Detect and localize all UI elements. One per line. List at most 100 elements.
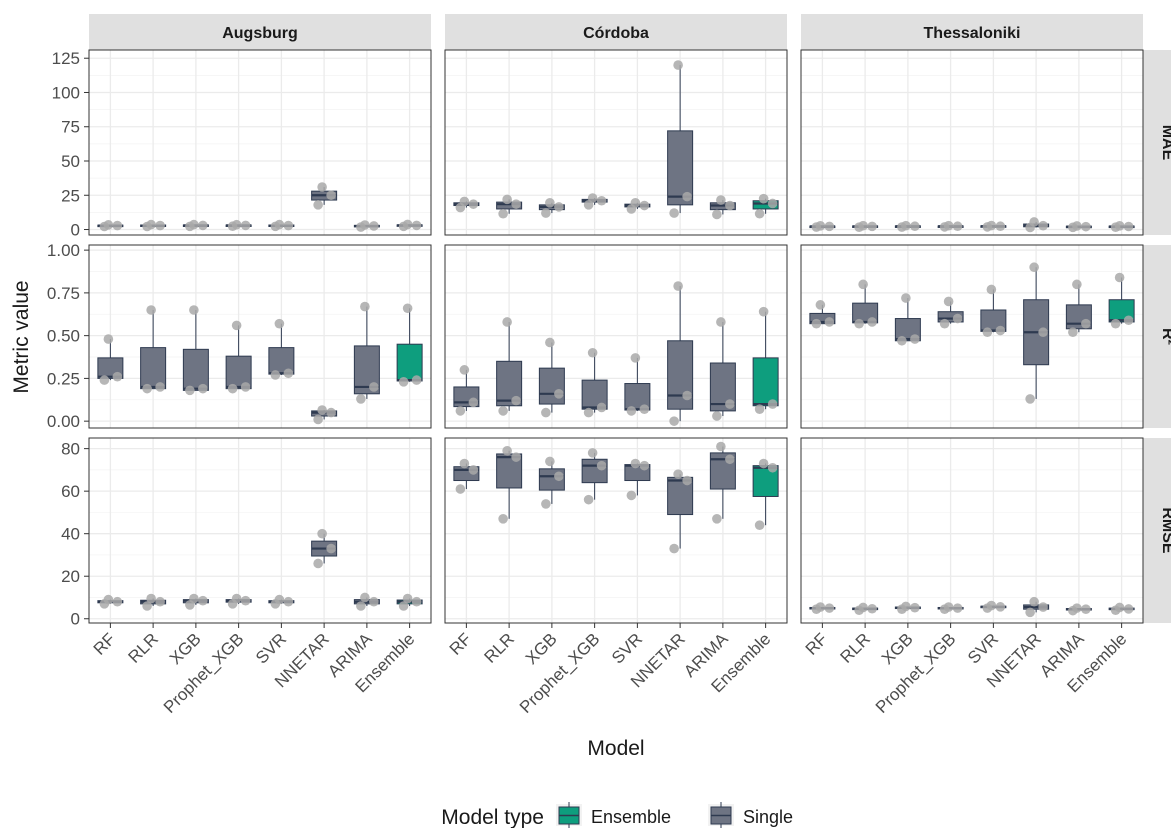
data-point bbox=[725, 454, 735, 465]
data-point bbox=[369, 382, 379, 392]
data-point bbox=[468, 199, 479, 209]
data-point bbox=[811, 318, 822, 329]
y-tick-label: 0 bbox=[71, 610, 80, 629]
data-point bbox=[502, 194, 512, 205]
panel-border bbox=[444, 244, 788, 429]
data-point bbox=[511, 452, 521, 462]
data-point bbox=[270, 370, 281, 380]
data-point bbox=[1029, 262, 1039, 273]
facet-row-label: RMSE bbox=[1159, 507, 1171, 554]
data-point bbox=[541, 499, 551, 509]
data-point bbox=[142, 383, 152, 394]
data-point bbox=[283, 368, 294, 379]
data-point bbox=[402, 593, 413, 604]
data-point bbox=[1029, 596, 1039, 607]
box-RF bbox=[809, 312, 836, 325]
x-tick-label: SVR bbox=[608, 629, 646, 667]
data-point bbox=[1123, 315, 1134, 326]
data-point bbox=[231, 320, 242, 331]
data-point bbox=[231, 219, 242, 230]
data-point bbox=[626, 406, 637, 416]
x-tick-label: RF bbox=[90, 629, 119, 658]
box-Prophet_XGB bbox=[225, 355, 252, 390]
x-tick-label: XGB bbox=[166, 629, 205, 668]
data-point bbox=[716, 441, 726, 452]
data-point bbox=[189, 593, 199, 604]
data-point bbox=[146, 219, 156, 230]
panel-border bbox=[800, 437, 1144, 624]
data-point bbox=[943, 220, 954, 231]
data-point bbox=[356, 394, 366, 404]
y-tick-label: 0.00 bbox=[47, 412, 80, 431]
data-point bbox=[369, 221, 379, 231]
panel-border bbox=[800, 244, 1144, 429]
data-point bbox=[583, 407, 594, 418]
data-point bbox=[198, 220, 208, 231]
data-point bbox=[155, 382, 165, 392]
data-point bbox=[754, 520, 765, 530]
data-point bbox=[498, 514, 508, 524]
data-point bbox=[360, 301, 370, 312]
data-point bbox=[952, 313, 963, 324]
facet-row-label: R² bbox=[1159, 328, 1171, 345]
y-tick-label: 20 bbox=[61, 567, 80, 586]
data-point bbox=[815, 221, 826, 231]
box-RLR bbox=[140, 347, 167, 390]
data-point bbox=[682, 191, 692, 202]
data-point bbox=[943, 296, 954, 307]
data-point bbox=[411, 220, 422, 231]
data-point bbox=[468, 397, 479, 408]
x-tick-label: SVR bbox=[252, 629, 290, 667]
data-point bbox=[554, 471, 564, 482]
data-point bbox=[227, 383, 238, 394]
box-Ensemble bbox=[396, 343, 423, 382]
y-tick-label: 60 bbox=[61, 482, 80, 501]
y-tick-label: 25 bbox=[61, 186, 80, 205]
data-point bbox=[317, 182, 327, 192]
data-point bbox=[995, 602, 1006, 612]
data-point bbox=[758, 306, 769, 317]
data-point bbox=[541, 208, 551, 218]
x-tick-label: XGB bbox=[522, 629, 561, 668]
data-point bbox=[673, 60, 683, 70]
legend-label: Single bbox=[743, 807, 793, 827]
data-point bbox=[198, 383, 208, 394]
data-point bbox=[952, 603, 963, 613]
data-point bbox=[716, 195, 726, 205]
data-point bbox=[459, 365, 470, 375]
data-point bbox=[669, 416, 679, 426]
data-point bbox=[1081, 221, 1091, 232]
data-point bbox=[867, 221, 877, 232]
y-tick-label: 40 bbox=[61, 525, 80, 544]
data-point bbox=[1025, 607, 1035, 618]
x-tick-label: SVR bbox=[964, 629, 1002, 667]
data-point bbox=[758, 458, 769, 469]
x-axis-title: Model bbox=[587, 737, 644, 760]
data-point bbox=[402, 219, 413, 230]
facet-column-label: Augsburg bbox=[222, 25, 298, 42]
box-Ensemble bbox=[752, 357, 779, 407]
data-point bbox=[1072, 603, 1082, 613]
panel-background bbox=[89, 438, 431, 623]
data-point bbox=[815, 602, 826, 612]
x-tick-label: RF bbox=[802, 629, 831, 658]
data-point bbox=[498, 406, 508, 416]
data-point bbox=[901, 220, 911, 231]
data-point bbox=[498, 208, 508, 219]
data-point bbox=[910, 334, 920, 344]
data-point bbox=[630, 353, 641, 363]
y-axis-title: Metric value bbox=[10, 280, 33, 393]
legend-label: Ensemble bbox=[591, 807, 671, 827]
data-point bbox=[317, 528, 327, 539]
data-point bbox=[541, 407, 551, 418]
x-tick-label: RLR bbox=[124, 629, 161, 666]
data-point bbox=[815, 300, 826, 310]
data-point bbox=[758, 193, 769, 204]
data-point bbox=[99, 375, 110, 385]
y-tick-label: 125 bbox=[52, 49, 80, 68]
y-tick-label: 50 bbox=[61, 152, 80, 171]
data-point bbox=[669, 543, 679, 554]
data-point bbox=[587, 347, 598, 358]
data-point bbox=[360, 592, 370, 603]
data-point bbox=[398, 601, 409, 611]
